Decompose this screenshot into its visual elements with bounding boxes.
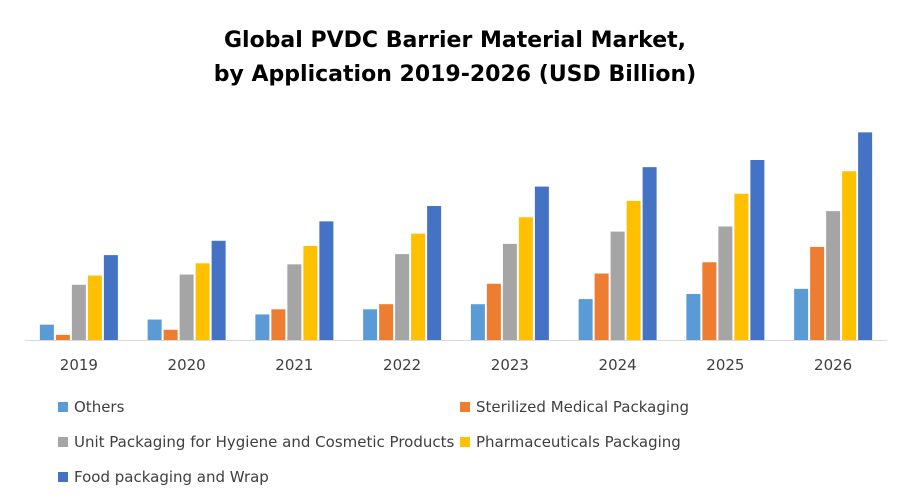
bar-pharmaceuticals-packaging-2022 bbox=[411, 233, 426, 340]
bar-food-packaging-and-wrap-2019 bbox=[103, 255, 118, 340]
bar-sterilized-medical-packaging-2022 bbox=[379, 304, 394, 340]
legend-item: Pharmaceuticals Packaging bbox=[460, 433, 681, 451]
bar-others-2019 bbox=[39, 324, 54, 340]
legend-swatch bbox=[58, 472, 68, 482]
bar-unit-packaging-for-hygiene-and-cosmetic-products-2026 bbox=[826, 211, 841, 340]
bar-unit-packaging-for-hygiene-and-cosmetic-products-2024 bbox=[610, 231, 625, 340]
bar-unit-packaging-for-hygiene-and-cosmetic-products-2023 bbox=[502, 243, 517, 340]
legend-item: Sterilized Medical Packaging bbox=[460, 398, 689, 416]
plot-area: 2019 2020 2021 2022 2023 2024 2025 2026 bbox=[25, 132, 887, 374]
bar-others-2025 bbox=[686, 293, 701, 340]
bar-sterilized-medical-packaging-2021 bbox=[271, 309, 286, 340]
bar-others-2021 bbox=[255, 314, 270, 340]
bar-food-packaging-and-wrap-2024 bbox=[642, 167, 657, 340]
bar-unit-packaging-for-hygiene-and-cosmetic-products-2022 bbox=[395, 254, 410, 340]
bar-unit-packaging-for-hygiene-and-cosmetic-products-2021 bbox=[287, 264, 302, 340]
x-tick-label: 2022 bbox=[383, 356, 421, 374]
bar-others-2024 bbox=[578, 299, 593, 340]
bar-unit-packaging-for-hygiene-and-cosmetic-products-2020 bbox=[179, 274, 194, 340]
chart-title-line-2: by Application 2019-2026 (USD Billion) bbox=[213, 62, 697, 87]
bar-sterilized-medical-packaging-2024 bbox=[594, 273, 609, 340]
x-tick-label: 2026 bbox=[814, 356, 852, 374]
chart-title-line-1: Global PVDC Barrier Material Market, bbox=[223, 28, 687, 53]
bar-others-2026 bbox=[794, 288, 809, 340]
bar-sterilized-medical-packaging-2026 bbox=[810, 246, 825, 340]
bar-pharmaceuticals-packaging-2025 bbox=[734, 193, 749, 340]
bar-unit-packaging-for-hygiene-and-cosmetic-products-2025 bbox=[718, 226, 733, 340]
bar-sterilized-medical-packaging-2020 bbox=[163, 329, 178, 340]
bar-others-2022 bbox=[363, 309, 378, 340]
legend-label: Others bbox=[74, 398, 125, 416]
bar-others-2020 bbox=[147, 319, 162, 340]
legend-label: Unit Packaging for Hygiene and Cosmetic … bbox=[74, 433, 455, 451]
bar-pharmaceuticals-packaging-2019 bbox=[87, 275, 102, 340]
bar-pharmaceuticals-packaging-2024 bbox=[626, 200, 641, 340]
bar-pharmaceuticals-packaging-2021 bbox=[303, 245, 318, 340]
x-tick-label: 2024 bbox=[599, 356, 637, 374]
legend-swatch bbox=[58, 402, 68, 412]
bar-unit-packaging-for-hygiene-and-cosmetic-products-2019 bbox=[71, 284, 86, 340]
x-tick-label: 2021 bbox=[275, 356, 313, 374]
legend-swatch bbox=[58, 437, 68, 447]
legend-item: Unit Packaging for Hygiene and Cosmetic … bbox=[58, 433, 454, 451]
bar-sterilized-medical-packaging-2019 bbox=[55, 334, 70, 340]
bar-others-2023 bbox=[470, 304, 485, 340]
bar-sterilized-medical-packaging-2025 bbox=[702, 262, 717, 340]
legend-swatch bbox=[460, 437, 470, 447]
bar-food-packaging-and-wrap-2020 bbox=[211, 240, 226, 340]
bar-pharmaceuticals-packaging-2026 bbox=[842, 171, 857, 340]
x-tick-label: 2025 bbox=[706, 356, 744, 374]
legend-item: Others bbox=[58, 398, 124, 416]
bar-pharmaceuticals-packaging-2020 bbox=[195, 263, 210, 340]
bar-sterilized-medical-packaging-2023 bbox=[486, 283, 501, 340]
x-tick-label: 2020 bbox=[168, 356, 206, 374]
x-tick-label: 2019 bbox=[60, 356, 98, 374]
bar-food-packaging-and-wrap-2022 bbox=[427, 206, 442, 340]
bar-food-packaging-and-wrap-2023 bbox=[534, 186, 549, 340]
legend-swatch bbox=[460, 402, 470, 412]
legend-label: Pharmaceuticals Packaging bbox=[476, 433, 681, 451]
bar-pharmaceuticals-packaging-2023 bbox=[518, 217, 533, 340]
bar-food-packaging-and-wrap-2021 bbox=[319, 221, 334, 340]
legend-item: Food packaging and Wrap bbox=[58, 468, 269, 486]
legend-label: Sterilized Medical Packaging bbox=[476, 398, 690, 416]
legend-label: Food packaging and Wrap bbox=[74, 468, 269, 486]
x-tick-label: 2023 bbox=[491, 356, 529, 374]
bar-food-packaging-and-wrap-2026 bbox=[858, 132, 873, 340]
bar-food-packaging-and-wrap-2025 bbox=[750, 160, 765, 340]
